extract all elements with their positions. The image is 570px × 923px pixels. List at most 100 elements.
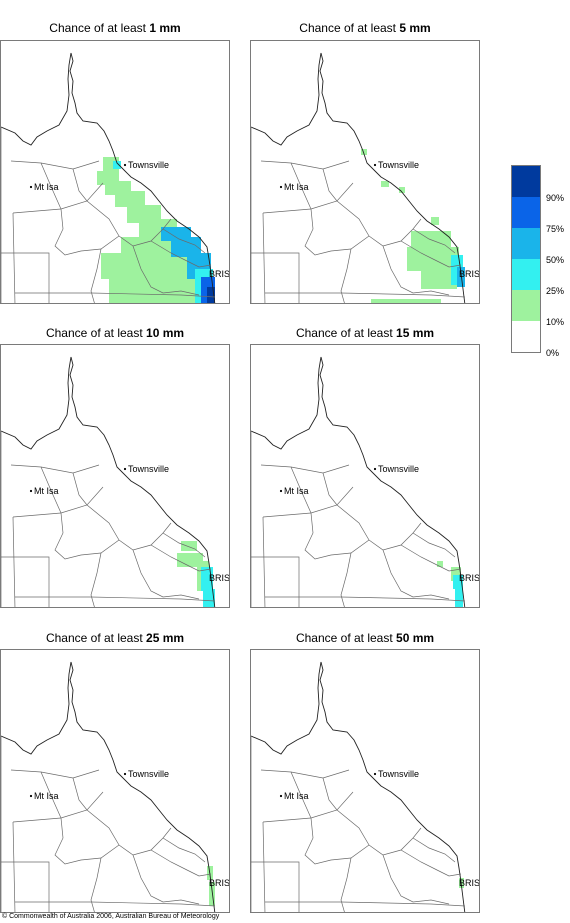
district-boundary [12, 791, 104, 823]
queensland-base-map: Townsville Mt Isa BRIS [251, 661, 479, 912]
threshold-value: 10 mm [146, 326, 185, 340]
gulf-coastline [251, 356, 322, 450]
threshold-value: 1 mm [149, 21, 181, 35]
city-marker [373, 467, 377, 471]
district-boundary [322, 472, 338, 506]
rain-probability-cell [421, 269, 457, 289]
district-boundary [262, 821, 266, 912]
panel-title-10mm: Chance of at least 10 mm [45, 326, 185, 340]
district-boundary [12, 212, 16, 303]
district-boundary [132, 549, 200, 600]
queensland-base-map: Townsville Mt Isa BRIS [251, 52, 479, 303]
coastline [69, 356, 216, 607]
gulf-coastline [251, 661, 322, 755]
threshold-value: 5 mm [399, 21, 431, 35]
coastline [319, 52, 466, 303]
panel-title-50mm: Chance of at least 50 mm [295, 631, 435, 645]
district-boundary [10, 160, 100, 170]
district-boundary [382, 854, 450, 905]
rain-probability-cell [203, 589, 215, 607]
coastline [319, 661, 466, 912]
district-boundary [304, 512, 370, 560]
city-marker [279, 794, 283, 798]
queensland-base-map: Townsville Mt Isa BRIS [1, 356, 229, 607]
gulf-coastline [251, 52, 322, 146]
district-boundary [322, 168, 338, 202]
district-boundary [382, 245, 450, 296]
district-boundary [262, 212, 266, 303]
district-boundary [72, 472, 88, 506]
city-label-brisbane: BRIS [209, 878, 229, 888]
rain-probability-cell [437, 561, 443, 567]
rain-probability-cell [361, 149, 367, 155]
map-50mm: Townsville Mt Isa BRIS [250, 649, 480, 913]
city-label-mt-isa: Mt Isa [284, 486, 309, 496]
gulf-coastline [1, 661, 72, 755]
city-marker [279, 185, 283, 189]
legend-label-50: 50% [546, 255, 565, 265]
gulf-coastline [1, 52, 72, 146]
district-boundary [54, 512, 120, 560]
coastline [319, 356, 466, 607]
district-boundary [265, 292, 466, 298]
panel-title-25mm: Chance of at least 25 mm [45, 631, 185, 645]
queensland-base-map: Townsville Mt Isa BRIS [1, 661, 229, 912]
district-boundary [10, 464, 100, 474]
inset-boundary [251, 556, 300, 607]
inset-boundary [1, 556, 50, 607]
district-boundary [12, 821, 16, 912]
city-label-brisbane: BRIS [209, 269, 229, 279]
district-boundary [15, 292, 216, 298]
district-boundary [54, 817, 120, 865]
legend-label-25: 25% [546, 286, 565, 296]
threshold-value: 15 mm [396, 326, 435, 340]
district-boundary [304, 208, 370, 256]
district-boundary [412, 532, 456, 558]
rain-probability-cell [209, 882, 215, 906]
rain-probability-cell [207, 287, 215, 303]
district-boundary [86, 200, 120, 237]
inset-boundary [1, 861, 50, 912]
legend-swatch-50-75 [512, 228, 540, 259]
city-label-brisbane: BRIS [459, 269, 479, 279]
legend-label-90: 90% [546, 193, 565, 203]
inset-boundary [251, 252, 300, 303]
queensland-base-map: Townsville Mt Isa BRIS [1, 52, 229, 303]
district-boundary [368, 827, 422, 856]
district-boundary [40, 162, 62, 210]
rain-probability-cell [451, 567, 461, 581]
city-label-mt-isa: Mt Isa [34, 486, 59, 496]
district-boundary [260, 464, 350, 474]
district-boundary [382, 549, 450, 600]
district-boundary [162, 228, 206, 254]
city-marker [123, 772, 127, 776]
city-label-townsville: Townsville [128, 160, 169, 170]
probability-legend-colorbar [511, 165, 541, 353]
rain-probability-cell [381, 181, 389, 187]
queensland-base-map: Townsville Mt Isa BRIS [251, 356, 479, 607]
city-marker [29, 185, 33, 189]
rain-probability-cell [181, 541, 197, 551]
legend-swatch-10-25 [512, 290, 540, 321]
district-boundary [10, 769, 100, 779]
map-1mm: Townsville Mt Isa BRIS [0, 40, 230, 304]
district-boundary [340, 248, 352, 303]
district-boundary [412, 837, 456, 863]
coastline [69, 52, 216, 303]
district-boundary [290, 771, 312, 819]
district-boundary [262, 486, 354, 518]
district-boundary [260, 160, 350, 170]
district-boundary [262, 182, 354, 214]
legend-label-75: 75% [546, 224, 565, 234]
rain-probability-cell [171, 237, 201, 257]
city-marker [123, 163, 127, 167]
rain-probability-cell [455, 587, 463, 607]
rain-probability-cell [115, 191, 145, 207]
inset-boundary [1, 252, 50, 303]
legend-label-0: 0% [546, 348, 560, 358]
map-15mm: Townsville Mt Isa BRIS [250, 344, 480, 608]
district-boundary [40, 466, 62, 514]
district-boundary [90, 552, 102, 607]
city-label-brisbane: BRIS [459, 878, 479, 888]
district-boundary [290, 162, 312, 210]
